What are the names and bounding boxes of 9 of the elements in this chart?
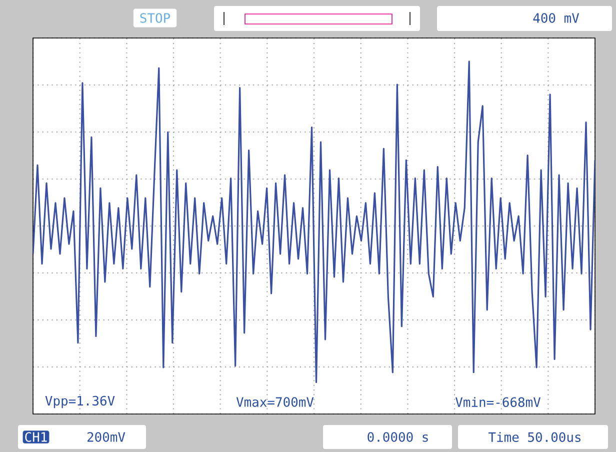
- text: Vmin=-668mV: [455, 396, 541, 407]
- text: Time 50.00us: [488, 432, 581, 442]
- text: 400 mV: [533, 13, 580, 23]
- text: Vpp=1.36V: [45, 396, 115, 408]
- text: 0.0000 s: [368, 432, 428, 442]
- text: 200mV: [87, 432, 126, 442]
- text: STOP: [140, 13, 170, 23]
- text: Vmax=700mV: [236, 397, 314, 407]
- text: CH1: [25, 432, 47, 442]
